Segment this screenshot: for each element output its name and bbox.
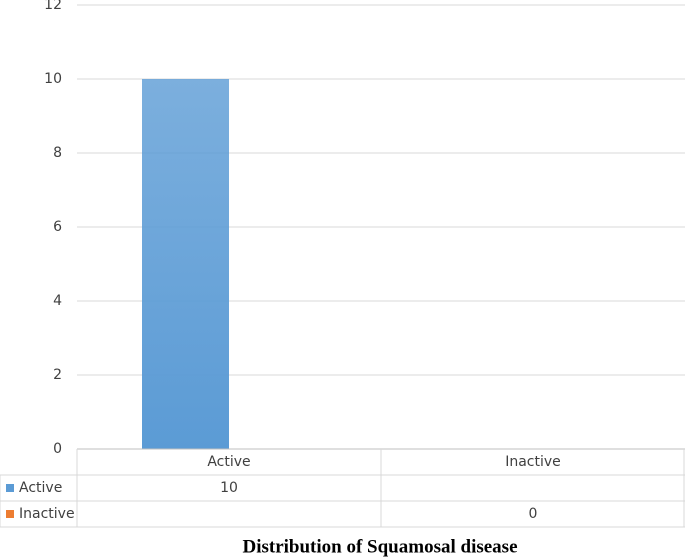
y-tick-label: 4 [53, 293, 62, 309]
x-tick-label: Active [207, 454, 250, 470]
legend-label: Active [19, 480, 62, 496]
legend-key [6, 484, 14, 492]
legend-key [6, 510, 14, 518]
x-tick-label: Inactive [505, 454, 561, 470]
y-tick-label: 6 [53, 219, 62, 235]
table-value: 10 [220, 480, 238, 496]
chart-title: Distribution of Squamosal disease [242, 536, 517, 557]
y-tick-label: 12 [44, 0, 62, 13]
bar [142, 79, 229, 449]
y-tick-label: 0 [53, 441, 62, 457]
y-tick-label: 2 [53, 367, 62, 383]
legend-label: Inactive [19, 506, 75, 522]
y-tick-label: 8 [53, 145, 62, 161]
y-tick-label: 10 [44, 71, 62, 87]
table-value: 0 [529, 506, 538, 522]
